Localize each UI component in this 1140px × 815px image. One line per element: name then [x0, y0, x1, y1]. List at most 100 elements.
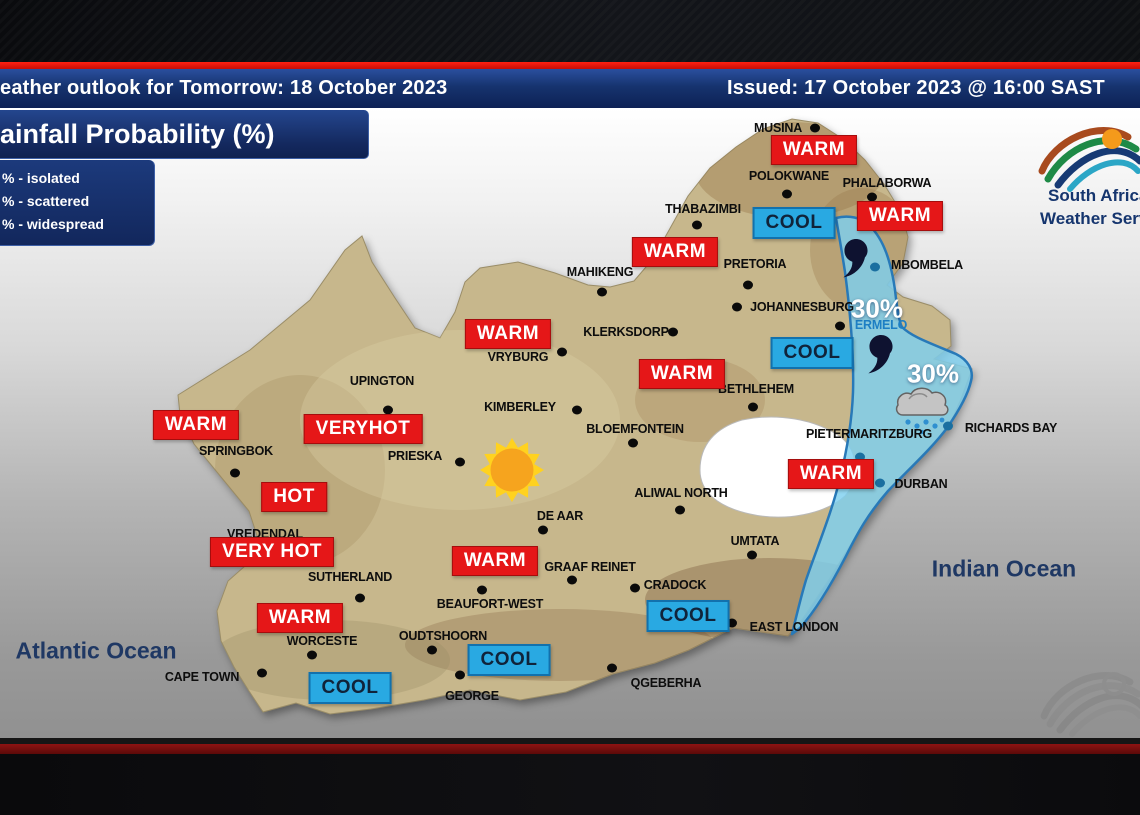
city-label: DE AAR: [536, 509, 584, 523]
city-label: JOHANNESBURG: [750, 300, 854, 314]
city-dot: [597, 287, 607, 297]
city-label: PHALABORWA: [842, 176, 932, 190]
city-dot: [870, 262, 880, 272]
city-dot: [943, 421, 953, 431]
city-dot: [455, 457, 465, 467]
city-dot: [855, 452, 865, 462]
temperature-badge: COOL: [467, 644, 551, 676]
city-label: MUSINA: [753, 121, 803, 135]
city-label: ALIWAL NORTH: [634, 486, 728, 500]
city-label: VRYBURG: [487, 350, 549, 364]
city-dot: [747, 550, 757, 560]
temperature-badge: HOT: [261, 482, 327, 512]
city-dot: [567, 575, 577, 585]
city-dot: [572, 405, 582, 415]
city-label: ERMELO: [854, 318, 908, 332]
issued-timestamp-text: Issued: 17 October 2023 @ 16:00 SAST: [727, 77, 1105, 99]
temperature-badge: WARM: [464, 319, 552, 349]
legend-box: % - isolated % - scattered % - widespread: [0, 160, 155, 246]
city-label: SPRINGBOK: [199, 444, 273, 458]
temperature-badge: VERYHOT: [303, 414, 423, 444]
city-label: GRAAF REINET: [544, 560, 636, 574]
city-label: OUDTSHOORN: [398, 629, 488, 643]
title-box: ainfall Probability (%): [0, 110, 369, 159]
bottom-divider-line: [0, 738, 1140, 744]
city-dot: [538, 525, 548, 535]
city-dot: [675, 505, 685, 515]
city-label: EAST LONDON: [749, 620, 839, 634]
city-dot: [383, 405, 393, 415]
city-dot: [427, 645, 437, 655]
city-label: MAHIKENG: [566, 265, 634, 279]
city-dot: [748, 402, 758, 412]
city-dot: [455, 670, 465, 680]
city-dot: [867, 192, 877, 202]
city-dot: [630, 583, 640, 593]
header-bar: eather outlook for Tomorrow: 18 October …: [0, 69, 1140, 108]
rain-percent-label: 30%: [906, 358, 960, 389]
city-label: GEORGE: [445, 689, 499, 703]
city-dot: [743, 280, 753, 290]
bottom-black-bar: [0, 754, 1140, 815]
rain-percent-label: 30%: [850, 293, 904, 324]
sun-icon: [480, 438, 544, 502]
city-label: PIETERMARITZBURG: [806, 427, 932, 441]
rainfall-region-30pct: [790, 215, 973, 636]
city-label: KIMBERLEY: [484, 400, 556, 414]
city-dot: [477, 585, 487, 595]
city-label: SUTHERLAND: [307, 570, 393, 584]
temperature-badge: WARM: [787, 459, 875, 489]
city-dot: [732, 302, 742, 312]
temperature-badge: COOL: [308, 672, 392, 704]
city-label: CAPE TOWN: [164, 670, 240, 684]
bottom-red-line: [0, 744, 1140, 754]
city-dot: [835, 321, 845, 331]
city-label: PRETORIA: [723, 257, 787, 271]
city-label: RICHARDS BAY: [964, 421, 1058, 435]
temperature-badge: WARM: [770, 135, 858, 165]
city-dot: [810, 123, 820, 133]
legend-item: % - widespread: [2, 216, 104, 232]
comma-shower-icon: [839, 238, 873, 280]
city-label: QGEBERHA: [630, 676, 702, 690]
city-label: THABAZIMBI: [665, 202, 741, 216]
city-dot: [557, 347, 567, 357]
temperature-badge: COOL: [646, 600, 730, 632]
saws-logo-swoosh-icon: [1038, 127, 1140, 192]
ocean-label: Indian Ocean: [931, 555, 1077, 582]
temperature-badge: WARM: [638, 359, 726, 389]
city-dot: [875, 478, 885, 488]
legend-item: % - isolated: [2, 170, 80, 186]
temperature-badge: COOL: [752, 207, 836, 239]
comma-shower-icon: [864, 334, 898, 376]
city-dot: [355, 593, 365, 603]
city-dot: [692, 220, 702, 230]
temperature-badge: WARM: [451, 546, 539, 576]
outlook-date-text: eather outlook for Tomorrow: 18 October …: [0, 77, 448, 99]
city-dot: [628, 438, 638, 448]
temperature-badge: COOL: [770, 337, 854, 369]
city-label: MBOMBELA: [890, 258, 964, 272]
rain-cloud-icon: [895, 387, 949, 435]
temperature-badge: WARM: [631, 237, 719, 267]
logo-text-line2: Weather Serv: [1040, 209, 1140, 228]
logo-text-line1: South Africa: [1048, 186, 1140, 205]
page-title: ainfall Probability (%): [0, 119, 275, 149]
legend-item: % - scattered: [2, 193, 90, 209]
watermark-swoosh-icon: [1040, 672, 1140, 737]
city-label: PRIESKA: [387, 449, 443, 463]
city-label: BETHLEHEM: [718, 382, 794, 396]
city-label: CRADOCK: [643, 578, 707, 592]
ocean-label: Atlantic Ocean: [15, 637, 177, 664]
red-accent-line: [0, 62, 1140, 69]
city-label: POLOKWANE: [748, 169, 830, 183]
temperature-badge: WARM: [152, 410, 240, 440]
city-label: WORCESTE: [286, 634, 358, 648]
city-label: BLOEMFONTEIN: [586, 422, 684, 436]
city-label: DURBAN: [894, 477, 948, 491]
temperature-badge: WARM: [256, 603, 344, 633]
city-label: UMTATA: [730, 534, 780, 548]
city-dot: [782, 189, 792, 199]
